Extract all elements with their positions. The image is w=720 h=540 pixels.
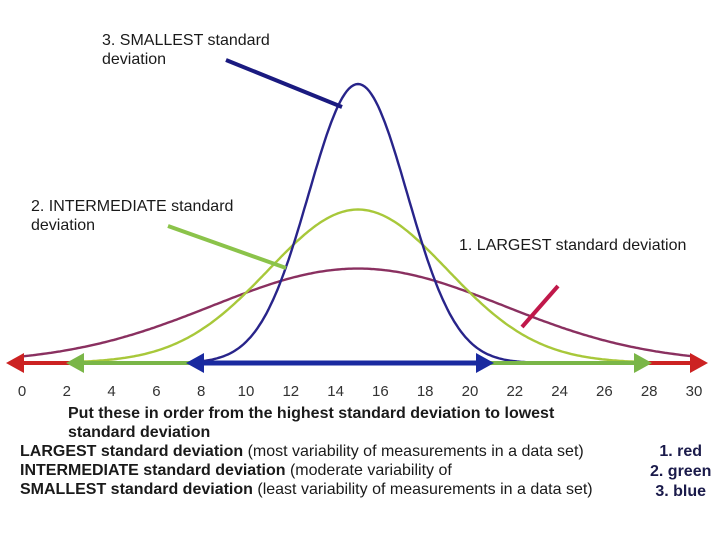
answer-3: 3. blue <box>655 483 707 500</box>
arrow-smallest-left-head <box>186 353 204 373</box>
arrow-largest-right-head <box>690 353 708 373</box>
instruction-item-intermediate: INTERMEDIATE standard deviation (moderat… <box>20 462 452 479</box>
arrow-intermediate-right-head <box>634 353 652 373</box>
distribution-figure: 0 2 4 6 8 10 12 14 16 18 20 22 24 26 28 30 <box>6 58 708 400</box>
axis-tick-label: 12 <box>282 383 299 400</box>
axis-tick-label: 4 <box>107 383 115 400</box>
axis-tick-label: 18 <box>417 383 434 400</box>
axis-tick-label: 22 <box>506 383 523 400</box>
axis-tick-label: 10 <box>238 383 255 400</box>
answers: 1. red 2. green 3. blue <box>650 442 711 502</box>
arrow-smallest-right-head <box>476 353 494 373</box>
pointer-smallest <box>225 58 343 109</box>
arrow-largest-left-head <box>6 353 24 373</box>
axis-tick-label: 16 <box>372 383 389 400</box>
axis-tick-label: 8 <box>197 383 205 400</box>
axis-tick-label: 0 <box>18 383 26 400</box>
axis-ticks: 0 2 4 6 8 10 12 14 16 18 20 22 24 26 28 30 <box>18 383 703 400</box>
axis-tick-label: 30 <box>686 383 703 400</box>
curve-largest-sd <box>21 267 692 358</box>
callout-intermediate: 2. INTERMEDIATE standard deviation <box>31 198 234 234</box>
axis-tick-label: 2 <box>63 383 71 400</box>
pointer-lines <box>167 58 560 329</box>
axis-tick-label: 28 <box>641 383 658 400</box>
pointer-intermediate <box>167 224 287 270</box>
axis-tick-label: 14 <box>327 383 344 400</box>
pointer-largest <box>520 284 560 329</box>
instructions: Put these in order from the highest stan… <box>20 404 620 499</box>
answer-1: 1. red <box>659 443 703 460</box>
curve-intermediate-sd <box>22 208 692 365</box>
axis-tick-label: 24 <box>551 383 568 400</box>
callout-smallest: 3. SMALLEST standard deviation <box>102 32 270 68</box>
instructions-heading: Put these in order from the highest stan… <box>68 405 555 441</box>
arrows-group <box>6 353 708 373</box>
instruction-item-smallest: SMALLEST standard deviation (least varia… <box>20 481 593 498</box>
instruction-item-largest: LARGEST standard deviation (most variabi… <box>20 443 584 460</box>
axis-tick-label: 26 <box>596 383 613 400</box>
axis-tick-label: 20 <box>462 383 479 400</box>
axis-tick-label: 6 <box>152 383 160 400</box>
answer-2: 2. green <box>650 463 712 480</box>
callout-largest: 1. LARGEST standard deviation <box>459 237 687 254</box>
arrow-intermediate-left-head <box>66 353 84 373</box>
